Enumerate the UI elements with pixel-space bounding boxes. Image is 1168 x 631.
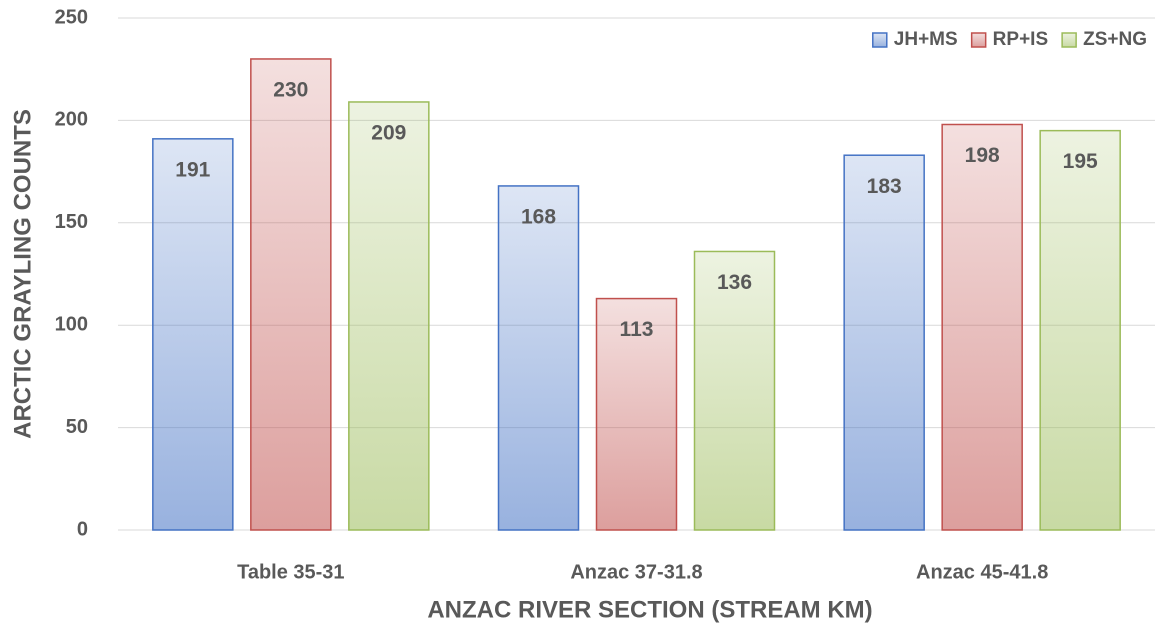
- bar: [693, 250, 776, 531]
- data-label: 209: [371, 122, 406, 145]
- bar: [152, 138, 234, 531]
- legend-label: RP+IS: [993, 29, 1048, 50]
- legend-swatch: [1061, 32, 1077, 48]
- x-tick-label: Anzac 45-41.8: [916, 561, 1048, 583]
- bar: [497, 185, 580, 531]
- data-label: 191: [175, 158, 210, 181]
- legend-label: ZS+NG: [1083, 29, 1147, 50]
- y-tick-label: 200: [55, 109, 88, 131]
- bar: [250, 58, 332, 531]
- data-label: 136: [717, 271, 752, 294]
- bar: [595, 297, 678, 531]
- data-label: 195: [1063, 150, 1098, 173]
- data-label: 198: [965, 144, 1000, 167]
- data-label: 230: [273, 79, 308, 102]
- bar: [843, 154, 925, 531]
- bar: [1039, 129, 1121, 531]
- y-tick-label: 250: [55, 6, 88, 28]
- bar: [941, 123, 1023, 531]
- x-tick-label: Anzac 37-31.8: [570, 561, 702, 583]
- bar: [348, 101, 430, 531]
- legend-label: JH+MS: [894, 29, 958, 50]
- y-tick-label: 50: [66, 416, 88, 438]
- x-tick-label: Table 35-31: [237, 561, 344, 583]
- y-tick-label: 0: [77, 518, 88, 540]
- data-label: 183: [867, 175, 902, 198]
- y-tick-label: 150: [55, 211, 88, 233]
- y-tick-label: 100: [55, 313, 88, 335]
- data-label: 113: [620, 318, 654, 341]
- y-axis-title: ARCTIC GRAYLING COUNTS: [9, 109, 36, 439]
- data-label: 168: [521, 205, 556, 228]
- x-axis-title: ANZAC RIVER SECTION (STREAM KM): [427, 596, 872, 623]
- legend-swatch: [970, 32, 987, 48]
- legend-swatch: [872, 32, 888, 48]
